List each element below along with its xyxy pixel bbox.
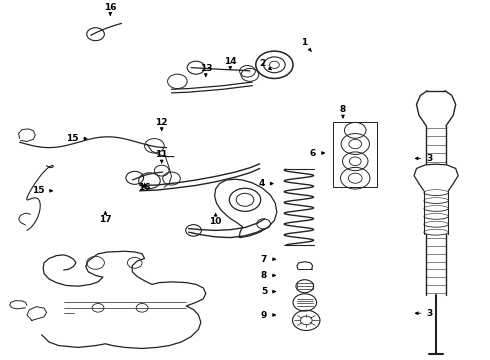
Text: 16: 16	[138, 183, 151, 192]
Text: 10: 10	[209, 213, 222, 226]
Text: 4: 4	[258, 179, 273, 188]
Text: 8: 8	[261, 271, 275, 280]
Text: 16: 16	[104, 3, 117, 15]
Text: 8: 8	[340, 105, 346, 118]
Text: 17: 17	[99, 212, 112, 224]
Text: 3: 3	[416, 309, 433, 318]
Text: 15: 15	[66, 134, 87, 143]
Text: 7: 7	[261, 255, 275, 264]
Bar	[333, 122, 377, 187]
Text: 6: 6	[310, 149, 324, 158]
Text: 14: 14	[224, 57, 237, 69]
Text: 3: 3	[416, 154, 433, 163]
Text: 5: 5	[261, 287, 275, 296]
Text: 9: 9	[261, 310, 275, 320]
Text: 13: 13	[199, 64, 212, 76]
Text: 1: 1	[301, 38, 312, 51]
Text: 12: 12	[155, 118, 168, 130]
Text: 2: 2	[259, 58, 271, 70]
Text: 11: 11	[155, 150, 168, 163]
Text: 15: 15	[31, 186, 52, 195]
